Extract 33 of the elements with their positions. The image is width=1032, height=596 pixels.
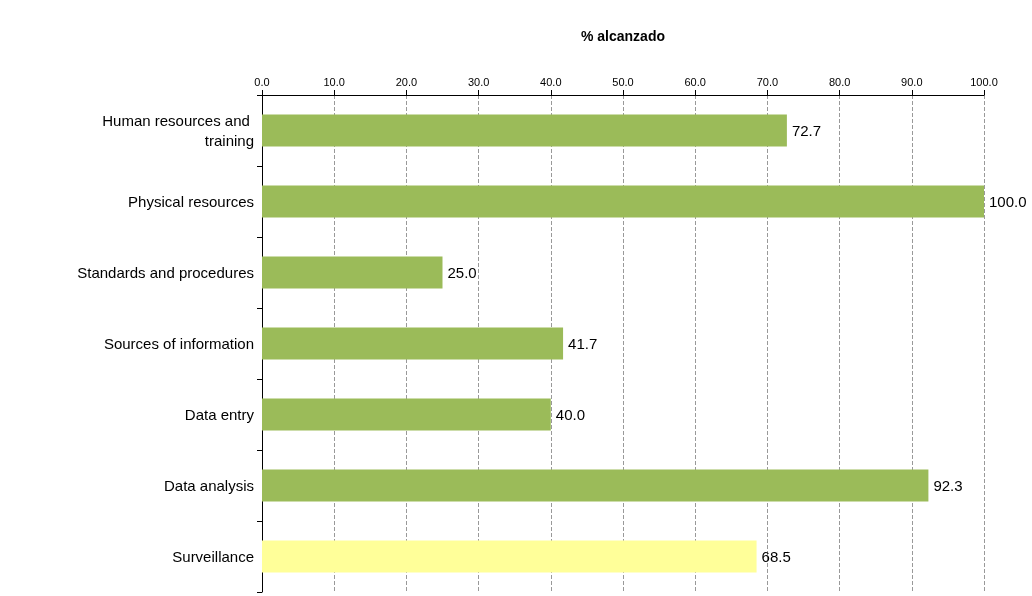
bar	[262, 540, 757, 573]
x-tick-label: 20.0	[395, 75, 418, 88]
x-tick-label: 40.0	[540, 75, 562, 88]
x-tick-label: 90.0	[901, 75, 923, 88]
y-tick-label: Human resources and training	[102, 112, 254, 149]
data-label: 72.7	[791, 122, 822, 139]
bar	[262, 327, 564, 360]
data-label: 25.0	[447, 264, 477, 281]
bar	[262, 398, 551, 431]
x-tick-label: 30.0	[467, 75, 490, 88]
data-label: 40.0	[555, 406, 585, 423]
y-tick-label: Surveillance	[172, 548, 254, 565]
y-tick-label: Sources of information	[103, 335, 254, 352]
x-tick-label: 80.0	[828, 75, 851, 88]
x-tick-label: 10.0	[323, 75, 345, 88]
bar	[262, 256, 443, 289]
y-tick-label: Data analysis	[163, 477, 254, 494]
y-tick-label: Data entry	[184, 406, 255, 423]
bar	[262, 469, 929, 502]
x-tick-label: 0.0	[254, 75, 270, 88]
x-tick-label: 70.0	[756, 75, 779, 88]
y-tick-label: Standards and procedures	[77, 264, 254, 281]
data-label: 100.0	[989, 193, 1027, 210]
bar	[262, 114, 787, 147]
x-tick-label: 100.0	[970, 75, 998, 88]
data-label: 41.7	[568, 335, 598, 352]
data-label: 92.3	[933, 477, 963, 494]
bar	[262, 185, 984, 218]
x-axis-title: % alcanzado	[580, 28, 666, 44]
x-tick-label: 60.0	[684, 75, 706, 88]
y-tick-label: Physical resources	[128, 193, 254, 210]
x-tick-label: 50.0	[612, 75, 634, 88]
data-label: 68.5	[761, 548, 791, 565]
